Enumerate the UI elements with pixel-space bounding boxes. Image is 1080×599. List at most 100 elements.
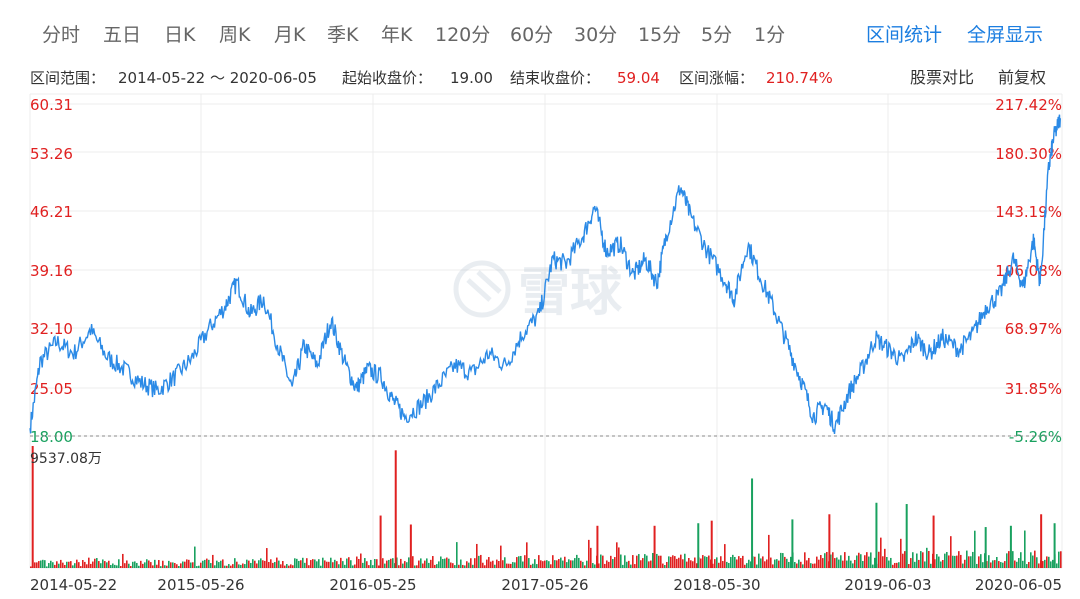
tab-10[interactable]: 15分: [638, 24, 682, 46]
volume-bar: [796, 563, 798, 568]
volume-bar: [298, 560, 300, 568]
price-line: [29, 114, 1061, 435]
tab-2[interactable]: 日K: [164, 24, 196, 46]
volume-bar: [108, 560, 110, 568]
volume-bar: [744, 564, 746, 568]
volume-bar: [794, 562, 796, 568]
volume-bar: [152, 565, 154, 568]
x-tick-6: 2020-06-05: [975, 576, 1062, 594]
volume-bar: [688, 558, 690, 568]
volume-bar: [1060, 551, 1062, 568]
volume-bar: [716, 557, 718, 568]
stock-compare-button[interactable]: 股票对比: [910, 68, 975, 87]
volume-spike-3: [409, 524, 412, 568]
y-tick-left-3: 39.16: [30, 262, 73, 280]
tab-1[interactable]: 五日: [103, 24, 142, 46]
volume-spike-17: [1053, 523, 1056, 568]
y-axis-left: 60.31 53.26 46.21 39.16 32.10 25.05 18.00: [30, 96, 73, 446]
volume-bar: [90, 563, 92, 568]
tab-6[interactable]: 年K: [381, 24, 413, 46]
volume-bar: [948, 555, 950, 568]
volume-bar: [356, 556, 358, 568]
volume-bar: [256, 563, 258, 568]
volume-bar: [62, 562, 64, 568]
volume-bar: [48, 563, 50, 568]
volume-bar: [42, 559, 44, 568]
volume-bar: [1016, 561, 1018, 568]
volume-bar: [676, 558, 678, 568]
volume-bar: [522, 561, 524, 568]
volume-bar: [992, 560, 994, 568]
volume-bar: [618, 547, 620, 568]
volume-bar: [272, 562, 274, 568]
tab-3[interactable]: 周K: [219, 24, 251, 46]
volume-bar: [202, 560, 204, 568]
volume-bar: [416, 565, 418, 568]
volume-bar: [104, 561, 106, 568]
y-tick-right-4: 68.97%: [1005, 320, 1062, 338]
volume-bar: [946, 551, 948, 568]
volume-bar: [308, 565, 310, 568]
volume-bar: [922, 552, 924, 568]
volume-bar: [156, 564, 158, 568]
volume-bar: [692, 561, 694, 568]
volume-bar: [316, 561, 318, 568]
volume-bar: [70, 561, 72, 568]
volume-bar: [480, 554, 482, 568]
fullscreen-button[interactable]: 全屏显示: [967, 24, 1044, 46]
volume-bar: [854, 559, 856, 568]
volume-bar: [174, 562, 176, 568]
volume-bar: [504, 557, 506, 568]
tab-7[interactable]: 120分: [435, 24, 491, 46]
y-tick-left-2: 46.21: [30, 203, 73, 221]
volume-bar: [636, 555, 638, 568]
volume-bar: [690, 560, 692, 568]
volume-bar: [388, 559, 390, 568]
volume-bar: [214, 565, 216, 568]
volume-bar: [96, 558, 98, 568]
volume-bar: [470, 558, 472, 568]
volume-bar: [776, 559, 778, 568]
tab-0[interactable]: 分时: [42, 24, 81, 46]
tab-5[interactable]: 季K: [327, 24, 359, 46]
volume-bar: [474, 558, 476, 568]
volume-bar: [240, 564, 242, 568]
volume-bar: [94, 558, 96, 568]
volume-bar: [520, 555, 522, 568]
volume-bar: [774, 559, 776, 568]
tab-8[interactable]: 60分: [510, 24, 554, 46]
volume-spike-5: [653, 525, 656, 568]
volume-bar: [898, 562, 900, 568]
volume-bar: [250, 562, 252, 568]
volume-bar: [966, 550, 968, 568]
volume-bar: [928, 550, 930, 568]
x-tick-0: 2014-05-22: [30, 576, 117, 594]
volume-spike-10: [828, 514, 831, 568]
volume-bar: [220, 560, 222, 568]
volume-bar: [678, 557, 680, 568]
forward-adjust-button[interactable]: 前复权: [998, 68, 1047, 87]
volume-bar: [120, 565, 122, 568]
volume-bar: [832, 552, 834, 568]
tab-12[interactable]: 1分: [754, 24, 786, 46]
volume-bar: [704, 556, 706, 568]
volume-bar: [216, 560, 218, 568]
volume-bar: [462, 564, 464, 568]
volume-bar: [762, 556, 764, 568]
watermark-text: 雪球: [518, 263, 623, 323]
interval-stats-button[interactable]: 区间统计: [866, 24, 943, 46]
volume-bar: [38, 561, 40, 568]
volume-bar: [392, 558, 394, 568]
tab-4[interactable]: 月K: [274, 24, 306, 46]
volume-bar: [526, 542, 528, 568]
volume-bar: [134, 561, 136, 568]
volume-bar: [128, 563, 130, 568]
volume-bar: [490, 561, 492, 568]
volume-bar: [502, 560, 504, 568]
volume-bar: [998, 561, 1000, 568]
volume-bar: [514, 562, 516, 568]
tab-9[interactable]: 30分: [574, 24, 618, 46]
volume-spike-8: [751, 478, 754, 568]
tab-11[interactable]: 5分: [701, 24, 733, 46]
